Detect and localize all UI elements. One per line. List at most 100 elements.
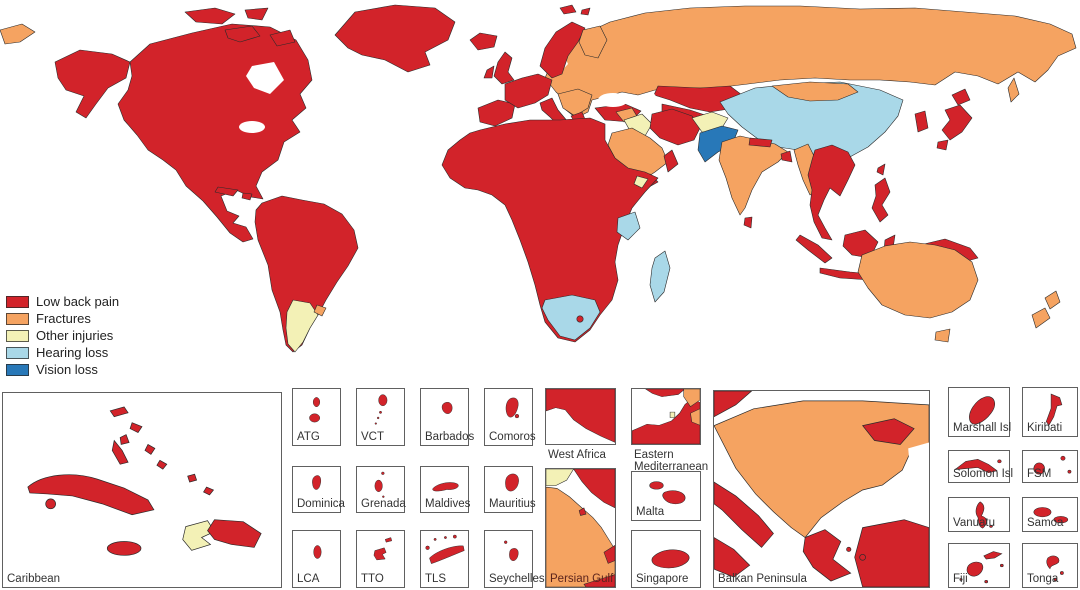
region-hispaniola-main	[241, 192, 253, 201]
island-shape	[425, 545, 430, 550]
inset-seychelles-label: Seychelles	[489, 573, 545, 585]
region-japan	[936, 88, 973, 151]
region-mongolia	[771, 81, 859, 102]
island-shape	[313, 545, 322, 559]
legend-item-hearing-loss: Hearing loss	[6, 344, 119, 361]
island-shape	[651, 549, 690, 569]
region-dominican-republic	[207, 519, 262, 548]
region-australia	[857, 241, 979, 319]
inset-dominica: Dominica	[292, 466, 345, 513]
inset-caribbean: Caribbean	[2, 392, 282, 588]
region-greenland	[334, 4, 456, 73]
region-china	[719, 81, 904, 165]
inset-maldives: Maldives	[420, 466, 471, 513]
inset-marshall: Marshall Isl	[948, 387, 1012, 437]
region-tasmania	[934, 328, 951, 343]
region-east-med-yellow	[669, 411, 676, 418]
legend-label: Hearing loss	[36, 345, 109, 360]
region-iceland	[469, 32, 498, 51]
region-east-med-orange-e	[690, 408, 700, 426]
legend-label: Other injuries	[36, 328, 114, 343]
inset-tto: TTO	[356, 530, 405, 588]
region-gulf-iraq	[546, 469, 574, 486]
inset-grenada-label: Grenada	[361, 498, 406, 510]
region-balkan-island	[859, 553, 866, 561]
island-shape	[514, 413, 520, 419]
island-shape	[1033, 462, 1045, 475]
legend-item-fractures: Fractures	[6, 310, 119, 327]
region-iberia	[477, 99, 516, 127]
inset-marshall-label: Marshall Isl	[953, 422, 1012, 434]
region-taiwan	[876, 163, 886, 176]
inset-vanuatu-label: Vanuatu	[953, 517, 995, 529]
inset-singapore-label: Singapore	[636, 573, 689, 585]
island-shape	[378, 394, 388, 407]
island-shape	[1060, 455, 1066, 461]
inset-balkan: Balkan Peninsula	[713, 390, 930, 588]
region-africa	[441, 117, 659, 343]
island-shape	[382, 495, 385, 498]
inset-samoa-label: Samoa	[1027, 517, 1064, 529]
legend-swatch-other-injuries	[6, 329, 29, 342]
region-finland	[578, 25, 608, 59]
region-gulf-saudi	[546, 486, 615, 587]
inset-lca-label: LCA	[297, 573, 320, 585]
inset-persian-gulf: Persian Gulf	[545, 468, 616, 588]
region-sumatra	[795, 234, 833, 264]
inset-west-africa-label: West Africa	[548, 449, 606, 461]
inset-west-africa	[545, 388, 616, 445]
map-legend: Low back pain Fractures Other injuries H…	[6, 293, 119, 378]
island-shape	[379, 410, 382, 414]
island-shape	[989, 524, 993, 528]
black-sea	[598, 93, 628, 107]
region-philippines	[871, 177, 891, 223]
region-nepal	[748, 137, 773, 148]
inset-seychelles: Seychelles	[484, 530, 545, 588]
region-haiti	[182, 520, 215, 551]
inset-vct: VCT	[356, 388, 405, 446]
island-shape	[662, 490, 686, 505]
region-turks	[187, 473, 215, 496]
label-line-2: Mediterranean	[634, 461, 709, 473]
region-lesotho	[576, 315, 584, 323]
island-shape	[649, 481, 664, 490]
island-shape	[1000, 563, 1004, 568]
inset-maldives-label: Maldives	[425, 498, 471, 510]
inset-tls: TLS	[420, 530, 469, 588]
island-shape	[312, 397, 321, 407]
region-iraq	[623, 113, 653, 137]
legend-label: Fractures	[36, 311, 91, 326]
island-shape	[373, 547, 387, 561]
region-balkan-island	[846, 546, 852, 552]
region-alaska	[54, 49, 131, 119]
region-sri-lanka	[743, 216, 753, 229]
inset-fsm: FSM	[1022, 450, 1078, 483]
island-shape	[312, 475, 322, 490]
region-east-med-land	[632, 399, 700, 444]
island-shape	[429, 545, 465, 564]
inset-vanuatu: Vanuatu	[948, 497, 1010, 532]
region-balkan-moldova	[861, 418, 915, 445]
region-west-africa	[546, 389, 615, 443]
inset-comoros-label: Comoros	[489, 431, 536, 443]
region-madagascar	[649, 250, 671, 303]
region-uruguay	[313, 304, 327, 317]
region-bahamas-long-island	[111, 439, 129, 465]
region-india	[718, 135, 789, 216]
inset-lca: LCA	[292, 530, 341, 588]
region-balkan-south-italy	[714, 537, 751, 578]
island-shape	[997, 459, 1002, 464]
inset-tonga-label: Tonga	[1027, 573, 1059, 585]
inset-vct-label: VCT	[361, 431, 384, 443]
region-korea	[914, 110, 929, 133]
region-cuba-main	[214, 186, 239, 197]
inset-eastern-mediterranean	[631, 388, 701, 445]
caspian-sea	[646, 93, 658, 119]
island-shape	[433, 538, 437, 541]
island-shape	[1046, 555, 1060, 570]
inset-caribbean-label: Caribbean	[7, 573, 61, 585]
legend-swatch-fractures	[6, 312, 29, 325]
region-oman	[663, 149, 679, 173]
region-kenya	[616, 211, 641, 241]
region-balkans	[557, 88, 593, 117]
